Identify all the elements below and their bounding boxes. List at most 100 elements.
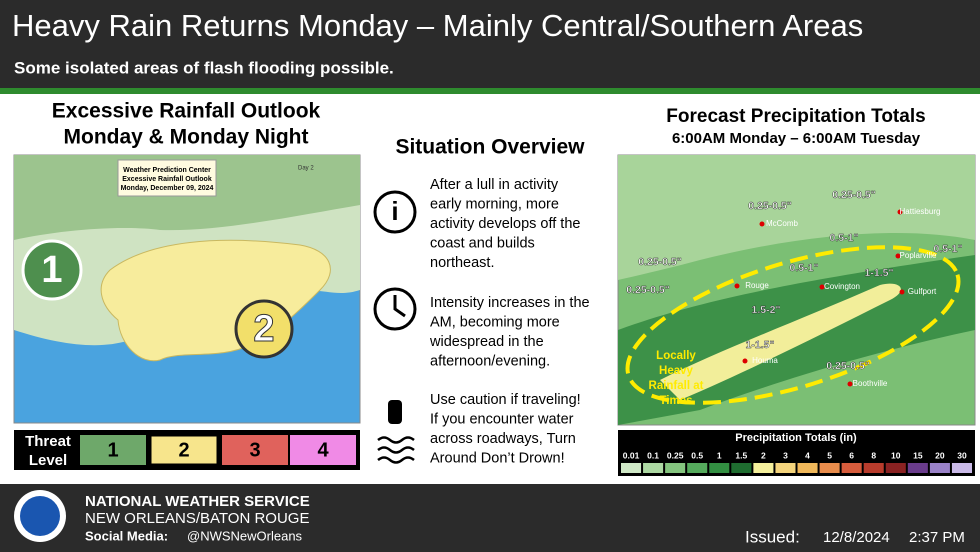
precip-legend-label: 0.01 xyxy=(623,450,640,460)
clock-icon xyxy=(393,295,406,318)
precip-subtitle: 6:00AM Monday – 6:00AM Tuesday xyxy=(672,130,921,147)
callout: Times xyxy=(659,395,692,407)
threat-cell xyxy=(222,435,288,465)
threat-cell xyxy=(148,433,220,467)
header-bg xyxy=(0,0,980,88)
issued-time: 2:37 PM xyxy=(909,529,965,546)
precip-legend-label: 8 xyxy=(871,450,876,460)
precip-legend-label: 2 xyxy=(761,450,766,460)
overview-text: After a lull in activity xyxy=(430,177,559,193)
threat-label: Threat xyxy=(25,433,71,450)
city-dot xyxy=(897,209,903,215)
amount-label: 0.25-0.5" xyxy=(638,256,682,268)
outlook-title: Monday & Monday Night xyxy=(64,126,309,149)
precip-swatch xyxy=(907,463,928,473)
info-icon xyxy=(373,190,417,234)
city-label: Covington xyxy=(824,282,860,291)
amount-label: 1.5-2" xyxy=(752,304,781,316)
city-dot xyxy=(819,284,825,290)
overview-text: early morning, more xyxy=(430,196,559,212)
precip-swatch xyxy=(731,463,752,473)
footer-bg xyxy=(0,484,980,552)
precip-legend-title: Precipitation Totals (in) xyxy=(735,432,857,444)
threat-level: 4 xyxy=(317,439,329,461)
city-label: Gulfport xyxy=(908,287,937,296)
overview-text: Intensity increases in the xyxy=(430,295,590,311)
precip-swatch xyxy=(643,463,664,473)
city-dot xyxy=(734,283,740,289)
overview-title: Situation Overview xyxy=(395,136,585,159)
precip-swatch xyxy=(621,463,642,473)
amount-label: 0.25-0.5" xyxy=(748,200,792,212)
map-box-text: Monday, December 09, 2024 xyxy=(121,185,214,192)
threat-level: 2 xyxy=(178,439,189,461)
water-icon xyxy=(377,436,415,464)
issued-date: 12/8/2024 xyxy=(823,529,890,546)
overview-text: coast and builds xyxy=(430,235,535,251)
outlook-title: Excessive Rainfall Outlook xyxy=(52,100,321,123)
heaviest-area xyxy=(660,283,901,400)
amount-label: 0.25-0.5" xyxy=(826,360,870,372)
office: NEW ORLEANS/BATON ROUGE xyxy=(85,510,309,527)
amount-label: 0.5-1" xyxy=(934,243,963,255)
threat-cell xyxy=(80,435,146,465)
amount-label: 0.5-1" xyxy=(790,262,819,274)
risk-marker xyxy=(234,299,294,359)
precip-legend-label: 0.5 xyxy=(691,450,703,460)
precip-legend-label: 20 xyxy=(935,450,945,460)
city-label: Poplarville xyxy=(900,251,937,260)
city-label: Rouge xyxy=(745,281,769,290)
precip-legend-label: 0.1 xyxy=(647,450,659,460)
precip-swatch xyxy=(797,463,818,473)
city-dot xyxy=(847,381,853,387)
overview-text: activity develops off the xyxy=(430,216,580,232)
threat-level: 3 xyxy=(249,439,260,461)
light-area xyxy=(618,155,975,280)
precip-swatch xyxy=(951,463,972,473)
city-dot xyxy=(742,358,748,364)
city-dot xyxy=(759,221,765,227)
threat-cell xyxy=(290,435,356,465)
precip-legend-label: 3 xyxy=(783,450,788,460)
city-label: Hattiesburg xyxy=(900,207,941,216)
title: Heavy Rain Returns Monday – Mainly Centr… xyxy=(12,8,863,43)
clock-icon xyxy=(373,287,417,331)
map-box-text: Weather Prediction Center xyxy=(123,167,211,174)
precip-swatch xyxy=(841,463,862,473)
precip-legend-label: 0.25 xyxy=(667,450,684,460)
precip-legend-label: 1 xyxy=(717,450,722,460)
social-handle: @NWSNewOrleans xyxy=(187,528,303,543)
city-label: Houma xyxy=(752,356,778,365)
overview-text: afternoon/evening. xyxy=(430,353,550,369)
header-stripe xyxy=(0,88,980,94)
map-box xyxy=(117,159,217,197)
overview-text: Use caution if traveling! xyxy=(430,392,581,408)
amount-label: 0.25-0.5" xyxy=(626,284,670,296)
precip-legend-label: 6 xyxy=(849,450,854,460)
precip-legend-label: 4 xyxy=(805,450,810,460)
agency: NATIONAL WEATHER SERVICE xyxy=(85,493,310,510)
precip-swatch xyxy=(687,463,708,473)
precip-legend-label: 15 xyxy=(913,450,923,460)
precip-swatch xyxy=(929,463,950,473)
day-label: Day 2 xyxy=(298,166,314,172)
precip-title: Forecast Precipitation Totals xyxy=(666,106,925,127)
precip-swatch xyxy=(885,463,906,473)
precip-swatch xyxy=(863,463,884,473)
risk-marker xyxy=(21,239,83,301)
nws-logo xyxy=(20,496,60,536)
subtitle: Some isolated areas of flash flooding po… xyxy=(14,58,394,77)
city-label: McComb xyxy=(766,219,799,228)
overview-text: AM, becoming more xyxy=(430,314,560,330)
city-label: Boothville xyxy=(853,379,888,388)
precip-legend-label: 5 xyxy=(827,450,832,460)
amount-label: 0.5-1" xyxy=(830,232,859,244)
precip-legend-label: 1.5 xyxy=(735,450,747,460)
risk-label: 2 xyxy=(253,308,274,350)
overview-text: If you encounter water xyxy=(430,411,574,427)
city-dot xyxy=(895,253,901,259)
precip-swatch xyxy=(819,463,840,473)
info-icon: i xyxy=(391,196,398,226)
